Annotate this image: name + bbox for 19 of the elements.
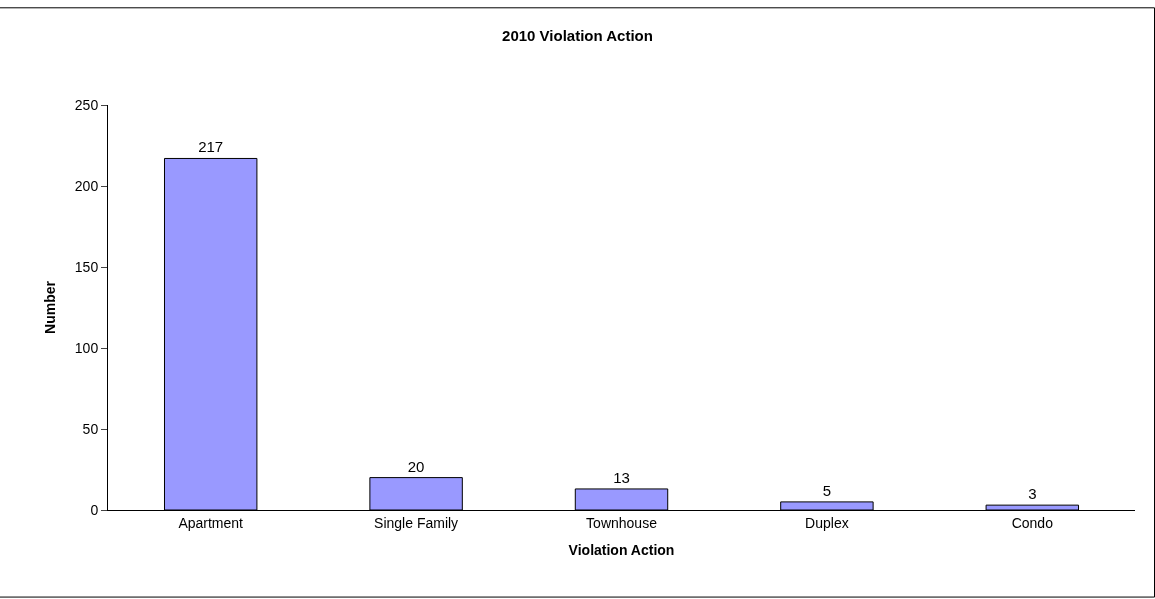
x-tick-label: Single Family [374, 514, 459, 531]
data-label: 13 [613, 468, 630, 486]
x-tick-label: Condo [1011, 514, 1054, 531]
data-label: 20 [407, 457, 425, 475]
data-label: 217 [198, 138, 224, 156]
y-tick-label: 200 [74, 177, 99, 194]
data-label: 3 [1028, 485, 1037, 503]
x-tick-label: Duplex [805, 514, 849, 531]
y-axis-title: Number [42, 280, 59, 334]
x-axis-title: Violation Action [568, 542, 675, 559]
data-label: 5 [822, 481, 832, 499]
y-tick-label: 0 [90, 501, 99, 518]
x-tick-label: Townhouse [586, 514, 658, 531]
y-tick-label: 150 [74, 258, 99, 275]
y-tick-label: 100 [74, 339, 99, 356]
chart-title: 2010 Violation Action [502, 27, 653, 45]
x-tick-label: Apartment [178, 514, 244, 531]
y-tick-label: 50 [82, 420, 99, 437]
y-tick-label: 250 [74, 96, 99, 113]
